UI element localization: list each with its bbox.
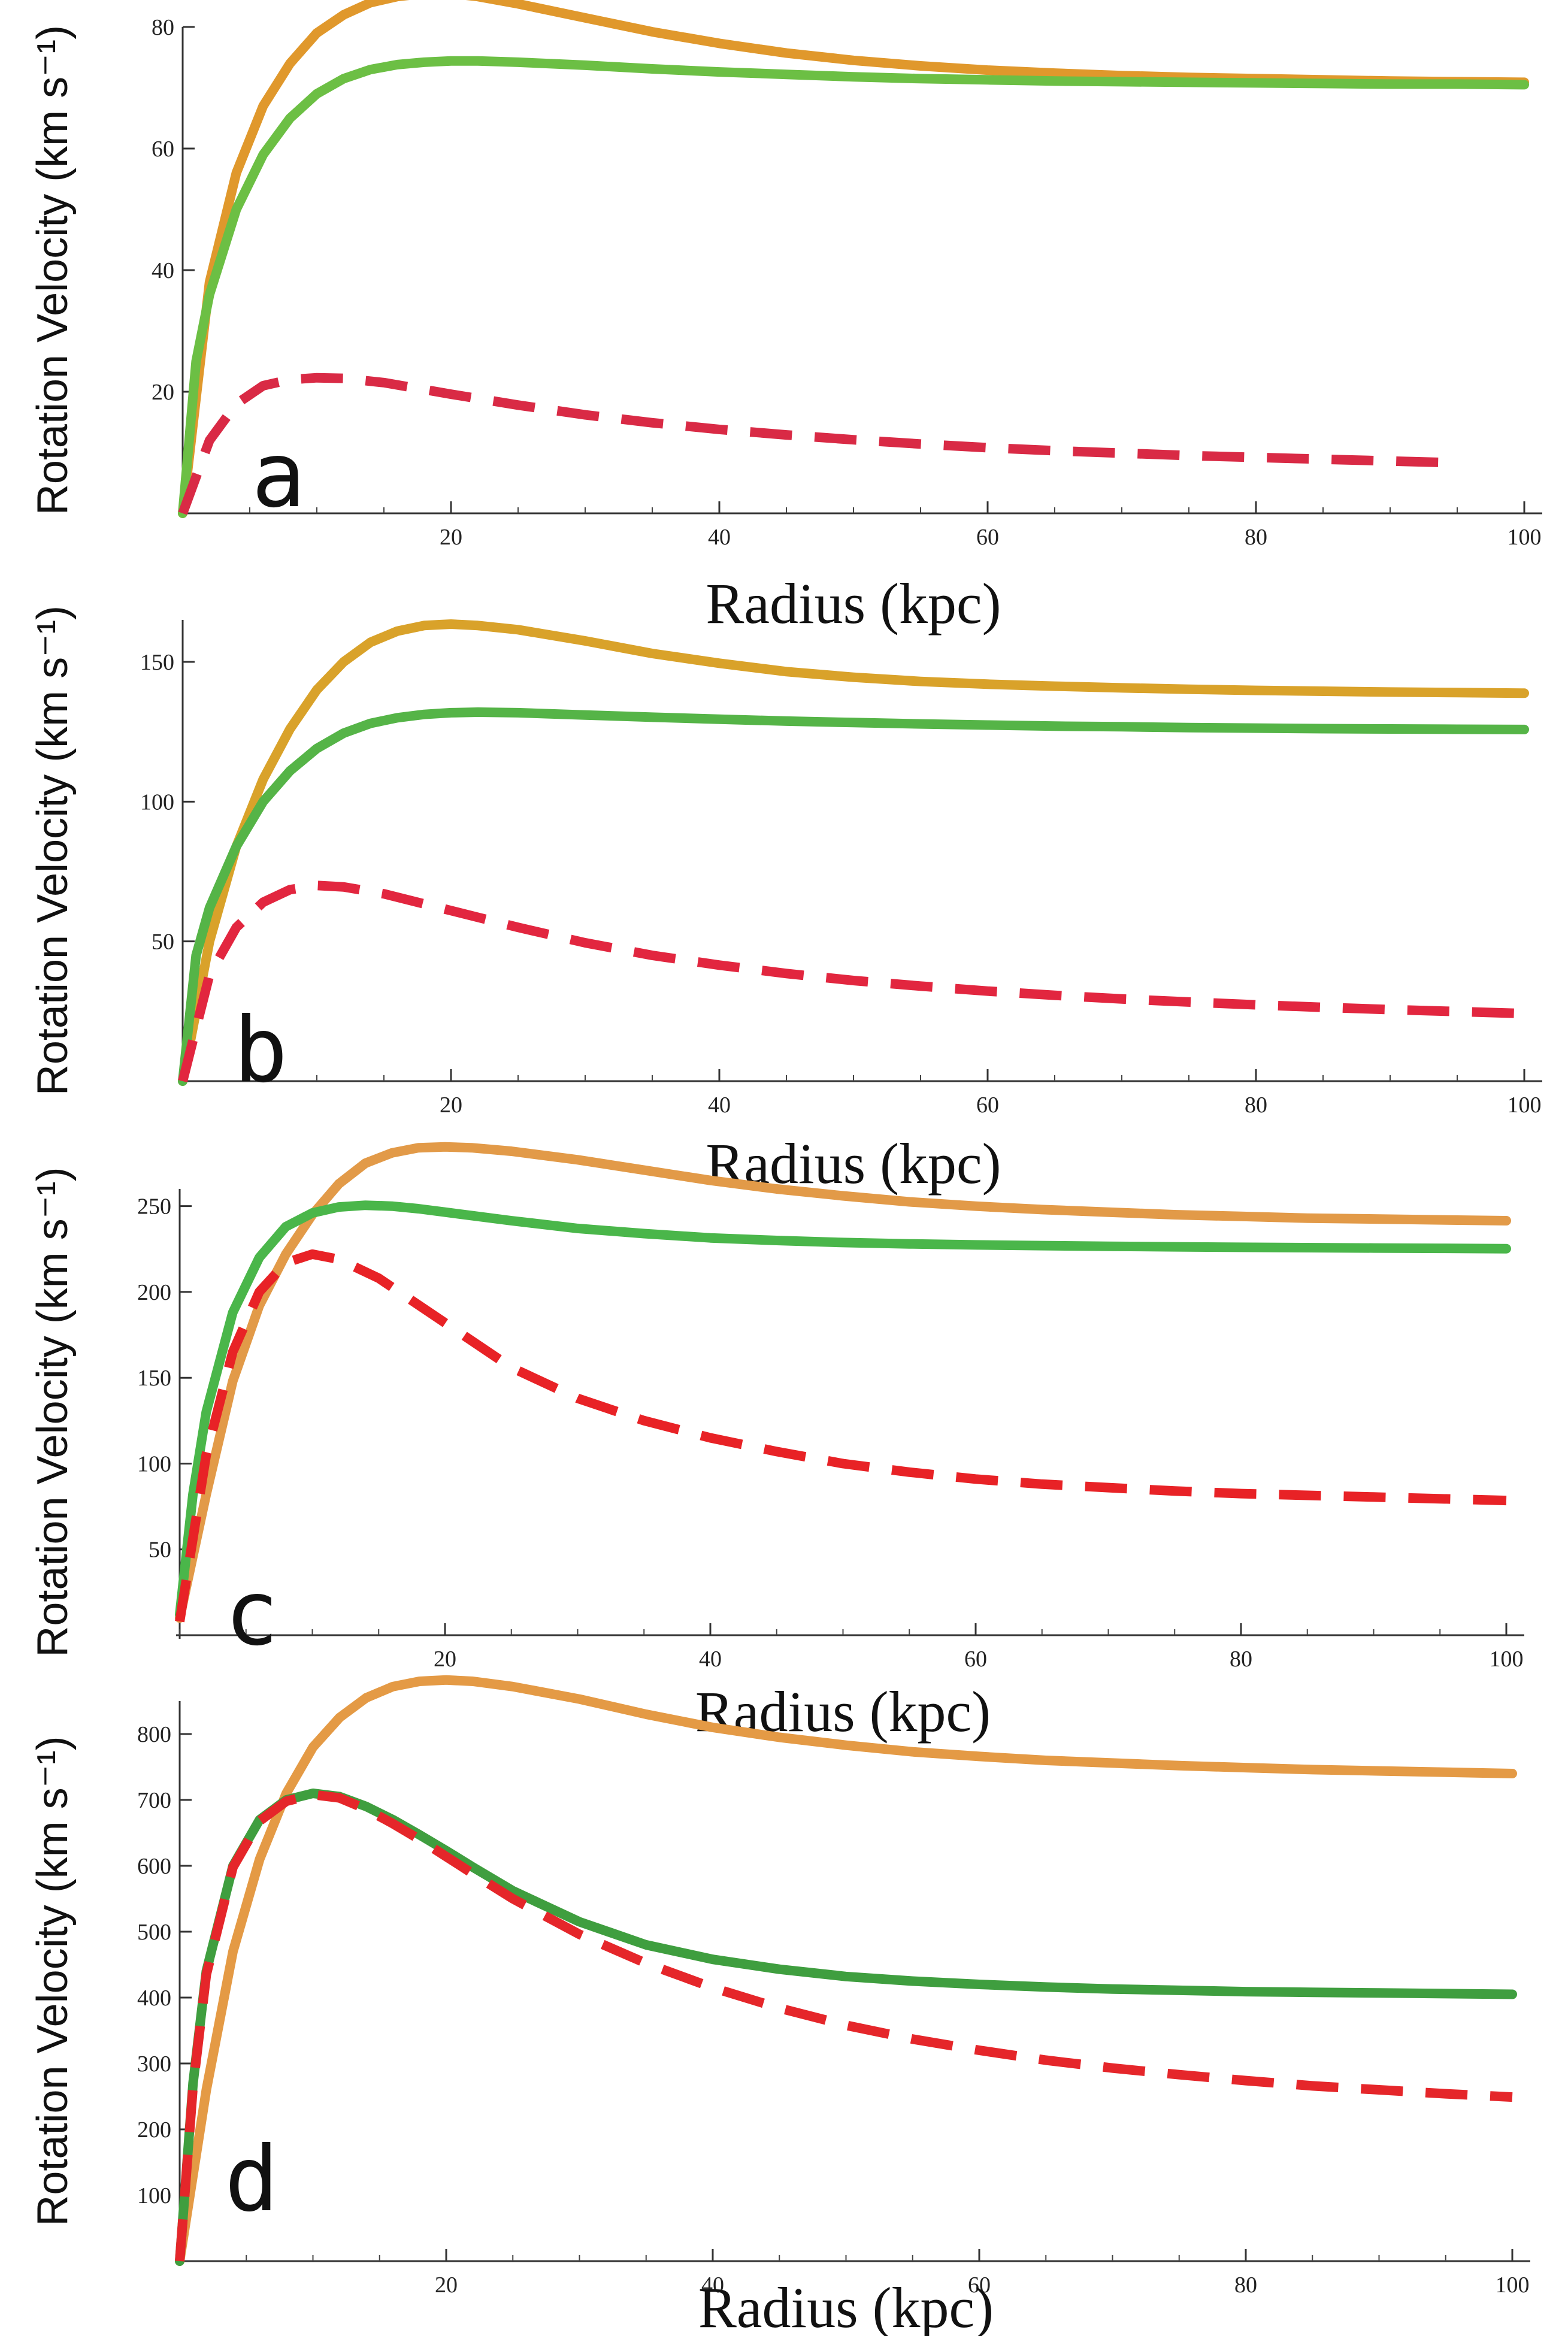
x-tick-label: 40 [708, 525, 731, 550]
series-line-dashed-2 [178, 880, 1525, 1082]
y-tick-label: 150 [137, 1366, 171, 1391]
series-line-solid-0 [175, 1675, 1517, 2266]
y-tick-label: 100 [140, 789, 174, 815]
y-tick-label: 700 [137, 1788, 171, 1813]
x-axis-label: Radius (kpc) [698, 2276, 994, 2336]
x-tick-label: 20 [434, 1647, 456, 1672]
series-line-dashed-2 [178, 373, 1458, 515]
y-tick-label: 50 [149, 1538, 171, 1563]
x-tick-label: 40 [701, 2273, 724, 2298]
x-tick-label: 40 [708, 1093, 731, 1118]
x-tick-label: 60 [976, 525, 999, 550]
x-tick-label: 80 [1234, 2273, 1257, 2298]
x-tick-label: 80 [1245, 525, 1267, 550]
panel-a: 20 40 60 80 100 20 40 60 80 Radius (kpc) Rotation … [29, 0, 1542, 636]
series-line-solid-0 [178, 619, 1529, 1086]
series-line-solid-0 [175, 1142, 1511, 1623]
y-tick-label: 50 [152, 930, 174, 955]
y-tick-label: 600 [137, 1854, 171, 1879]
x-tick-label: 20 [435, 2273, 458, 2298]
x-tick-label: 80 [1230, 1647, 1252, 1672]
y-tick-label: 500 [137, 1920, 171, 1945]
panel-letter: a [252, 423, 305, 528]
y-tick-label: 60 [152, 137, 174, 162]
y-axis-label: Rotation Velocity (km s⁻¹) [29, 25, 77, 515]
y-tick-label: 40 [152, 258, 174, 283]
series-line-dashed-2 [175, 1249, 1507, 1623]
x-tick-label: 60 [968, 2273, 991, 2298]
x-tick-label: 20 [440, 525, 462, 550]
x-axis-label: Radius (kpc) [706, 571, 1001, 636]
y-axis-label: Rotation Velocity (km s⁻¹) [29, 1167, 77, 1657]
x-tick-label: 80 [1245, 1093, 1267, 1118]
panel-letter: d [225, 2128, 279, 2232]
y-tick-label: 100 [137, 1451, 171, 1476]
y-axis-label: Rotation Velocity (km s⁻¹) [29, 606, 77, 1096]
y-tick-label: 800 [137, 1722, 171, 1747]
series-line-solid-1 [175, 1200, 1511, 1620]
y-tick-label: 250 [137, 1194, 171, 1220]
series-line-solid-1 [178, 707, 1529, 1086]
y-tick-label: 300 [137, 2051, 171, 2077]
y-tick-label: 400 [137, 1986, 171, 2011]
x-tick-label: 100 [1508, 1093, 1542, 1118]
y-tick-label: 200 [137, 1280, 171, 1305]
x-tick-label: 100 [1490, 1647, 1524, 1672]
y-tick-label: 20 [152, 380, 174, 405]
panel-letter: b [234, 998, 287, 1103]
x-tick-label: 60 [964, 1647, 987, 1672]
y-tick-label: 80 [152, 15, 174, 40]
y-tick-label: 150 [140, 650, 174, 675]
x-tick-label: 60 [976, 1093, 999, 1118]
panel-letter: c [225, 1562, 279, 1666]
series-line-dashed-2 [175, 1790, 1513, 2262]
panel-d: 20 40 60 80 100 100 200 300 400 500 600 700 800 Radiu… [29, 1675, 1530, 2336]
y-axis-label: Rotation Velocity (km s⁻¹) [29, 1736, 77, 2226]
y-tick-label: 100 [137, 2183, 171, 2208]
x-tick-label: 100 [1496, 2273, 1530, 2298]
series-line-solid-1 [175, 1789, 1517, 2266]
x-tick-label: 40 [699, 1647, 722, 1672]
series-line-solid-1 [178, 56, 1529, 518]
x-tick-label: 20 [440, 1093, 462, 1118]
y-tick-label: 200 [137, 2117, 171, 2143]
x-tick-label: 100 [1508, 525, 1542, 550]
